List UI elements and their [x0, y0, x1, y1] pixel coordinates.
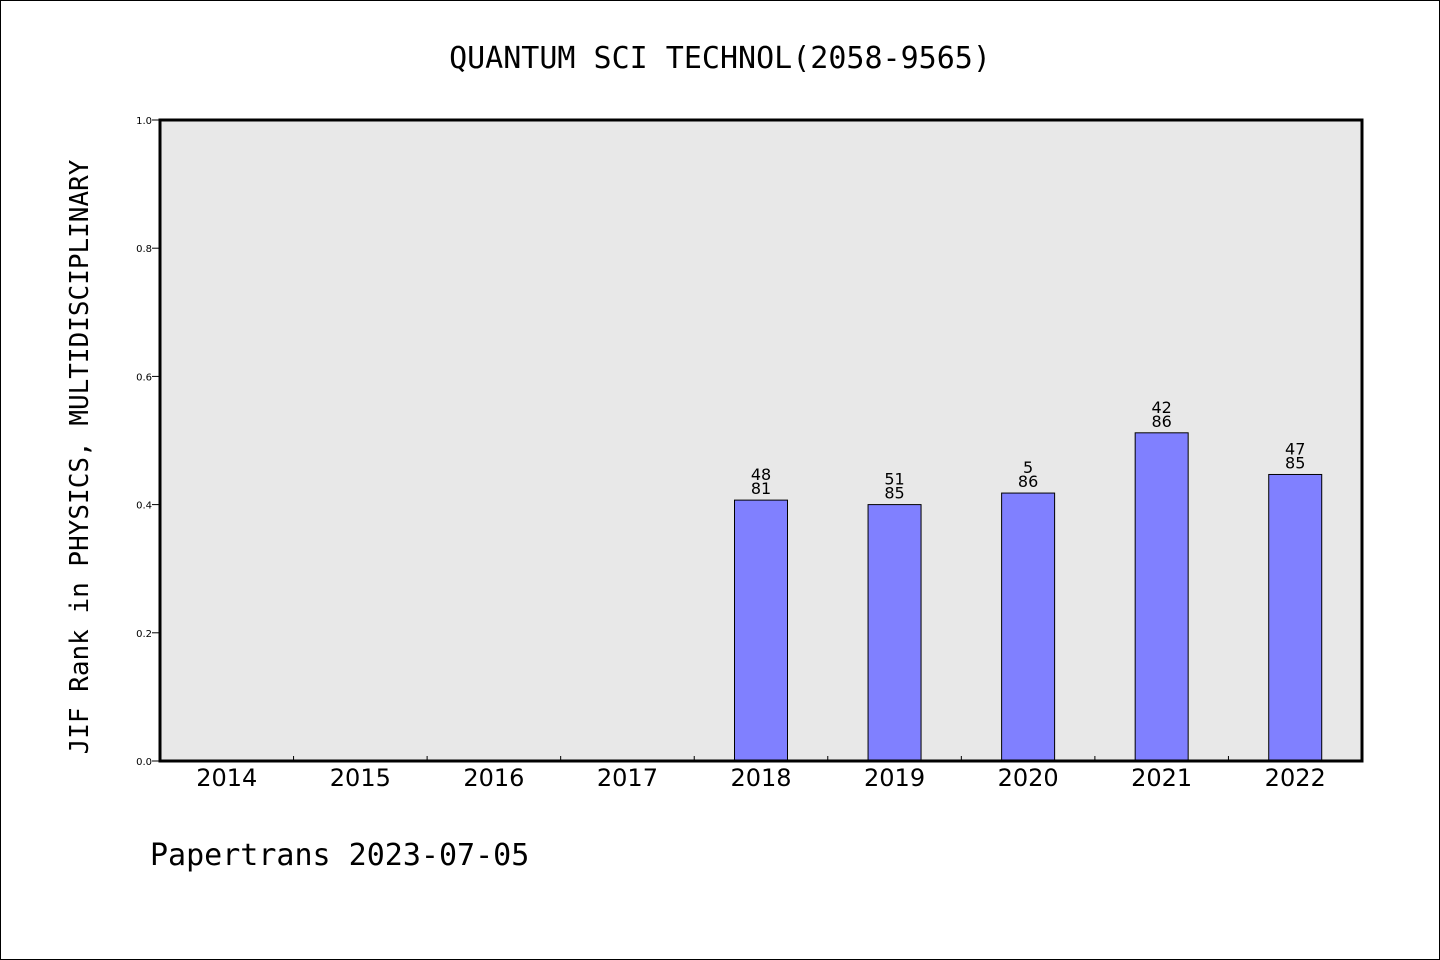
x-tick-label: 2021	[1131, 764, 1192, 792]
y-tick-label: 0.4	[136, 501, 152, 512]
x-tick-label: 2020	[998, 764, 1059, 792]
bar-label-rank: 42	[1151, 398, 1171, 417]
x-tick-label: 2015	[330, 764, 391, 792]
bar-2018	[734, 499, 788, 762]
bar-label-total: 86	[1151, 412, 1171, 431]
bar-label-total: 81	[751, 479, 771, 498]
bar-label-rank: 51	[884, 470, 904, 489]
y-tick-label: 1.0	[136, 116, 152, 127]
y-tick-label: 0.8	[136, 244, 152, 255]
bar-label-total: 85	[1285, 453, 1305, 472]
y-tick-label: 0.0	[136, 757, 152, 768]
footer-watermark: Papertrans 2023-07-05	[150, 838, 529, 873]
bar-label-rank: 48	[751, 465, 771, 484]
bar-label-rank: 47	[1285, 439, 1305, 458]
bar-2019	[867, 504, 922, 762]
bar-2021	[1134, 432, 1189, 762]
x-tick-label: 2022	[1265, 764, 1326, 792]
x-tick-label: 2018	[730, 764, 791, 792]
x-ticks-layer: 2014 2015 2016 2017 2018 2019 2020 2021 2022	[196, 756, 1326, 792]
bar-label-total: 85	[884, 484, 904, 503]
bar-label-total: 86	[1018, 472, 1038, 491]
x-tick-label: 2014	[196, 764, 257, 792]
y-ticks-layer: 0.0 0.2 0.4 0.6 0.8 1.0	[136, 116, 160, 768]
x-tick-label: 2017	[597, 764, 658, 792]
y-tick-label: 0.6	[136, 372, 152, 383]
plot-border	[158, 118, 1364, 763]
bar-label-rank: 5	[1023, 458, 1033, 477]
bar-2020	[1001, 492, 1056, 762]
x-tick-label: 2016	[463, 764, 524, 792]
bar-2022	[1268, 473, 1323, 762]
y-axis-label: JIF Rank in PHYSICS, MULTIDISCIPLINARY	[65, 159, 95, 754]
y-tick-label: 0.2	[136, 629, 152, 640]
chart-title: QUANTUM SCI TECHNOL(2058-9565)	[449, 41, 991, 76]
x-tick-label: 2019	[864, 764, 925, 792]
